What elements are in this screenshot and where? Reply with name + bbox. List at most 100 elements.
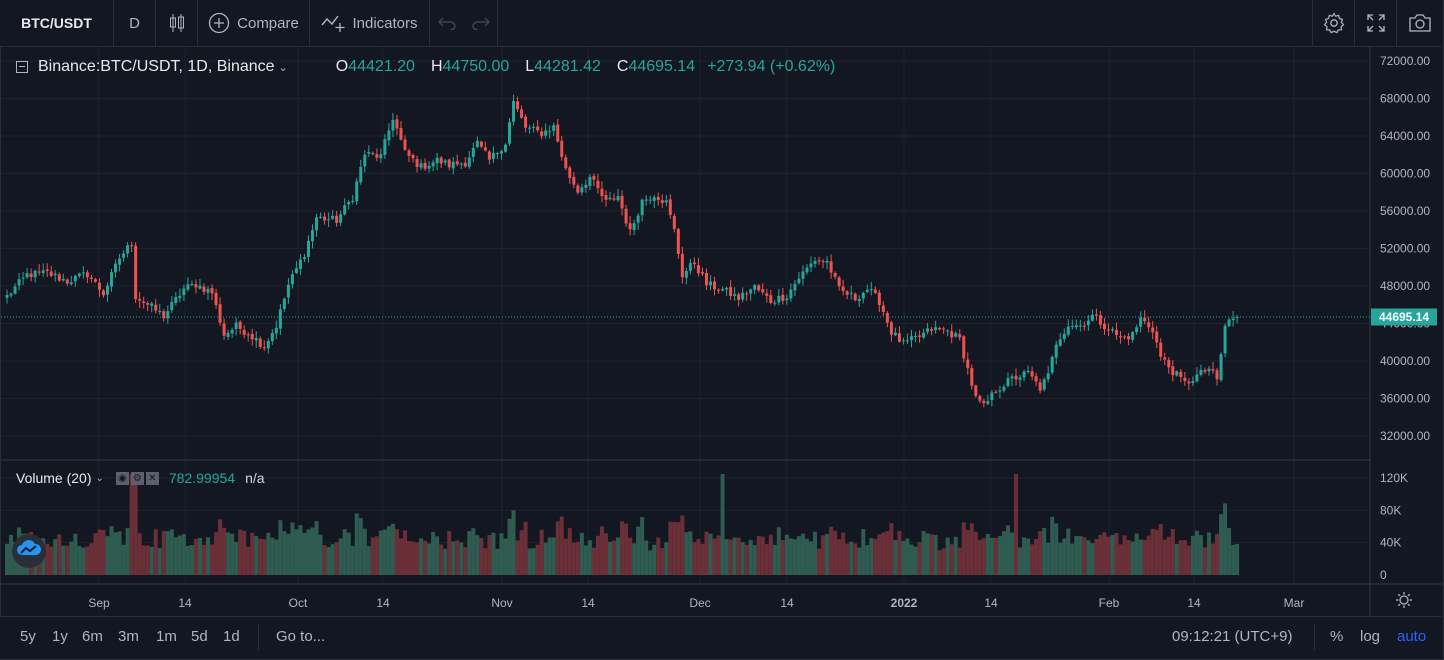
range-1m[interactable]: 1m xyxy=(156,628,177,645)
volume-legend: Volume (20) ⌄ ◉ ⚙ ✕ 782.99954 n/a xyxy=(16,469,265,487)
volume-bar xyxy=(780,540,785,575)
candle xyxy=(302,253,306,262)
candle-body xyxy=(1207,368,1211,372)
candle-body xyxy=(765,293,769,296)
redo-button[interactable] xyxy=(464,0,498,46)
volume-bar xyxy=(411,541,416,575)
candle-body xyxy=(974,385,978,396)
candle-body xyxy=(1062,333,1066,339)
volume-bar xyxy=(985,533,990,575)
settings-button[interactable] xyxy=(1312,0,1354,46)
volume-bar xyxy=(254,535,259,575)
candle xyxy=(467,151,471,169)
volume-bar xyxy=(555,521,560,575)
volume-bar xyxy=(173,537,178,575)
volume-bar xyxy=(949,544,954,575)
gear-icon[interactable]: ⚙ xyxy=(130,471,144,485)
candle xyxy=(1187,378,1191,391)
volume-bar xyxy=(117,531,122,575)
undo-button[interactable] xyxy=(430,0,464,46)
candle xyxy=(1179,368,1183,383)
volume-title[interactable]: Volume (20) xyxy=(16,470,92,486)
candle-body xyxy=(154,304,158,311)
candle xyxy=(765,288,769,303)
chart-canvas[interactable]: 72000.00 68000.00 64000.00 60000.00 56000.00… xyxy=(0,47,1442,616)
volume-bar xyxy=(744,544,749,575)
candle-body xyxy=(323,216,327,221)
candle xyxy=(17,272,21,291)
volume-bar xyxy=(873,538,878,575)
candle xyxy=(1010,373,1014,386)
goto-button[interactable]: Go to... xyxy=(276,628,326,645)
volume-bar xyxy=(776,527,781,575)
chevron-down-icon[interactable]: ⌄ xyxy=(278,61,288,74)
series-title[interactable]: Binance:BTC/USDT, 1D, Binance xyxy=(38,58,275,75)
volume-bar xyxy=(587,540,592,575)
percent-scale-toggle[interactable]: % xyxy=(1330,628,1344,645)
volume-bar xyxy=(1010,532,1014,575)
volume-bar xyxy=(937,550,942,575)
candle xyxy=(53,270,57,282)
candle-body xyxy=(9,293,13,296)
range-1d[interactable]: 1d xyxy=(223,628,240,645)
candle-body xyxy=(315,217,319,231)
candle-body xyxy=(544,130,548,136)
range-3m[interactable]: 3m xyxy=(118,628,139,645)
range-1y[interactable]: 1y xyxy=(52,628,68,645)
chevron-down-icon[interactable]: ⌄ xyxy=(95,472,104,484)
volume-bar xyxy=(1114,532,1119,575)
volume-bar xyxy=(881,532,886,575)
candle xyxy=(226,329,230,340)
candle-body xyxy=(632,223,636,231)
candle-body xyxy=(640,199,644,216)
symbol-label: BTC/USDT xyxy=(21,15,92,31)
fullscreen-button[interactable] xyxy=(1354,0,1396,46)
candle-body xyxy=(170,301,174,311)
candle-body xyxy=(1050,356,1054,373)
candle-body xyxy=(21,277,25,279)
eye-icon[interactable]: ◉ xyxy=(115,471,129,485)
candle xyxy=(339,210,343,227)
range-6m[interactable]: 6m xyxy=(82,628,103,645)
candle-body xyxy=(174,296,178,303)
volume-bar xyxy=(676,522,681,575)
range-5d[interactable]: 5d xyxy=(191,628,208,645)
screenshot-button[interactable] xyxy=(1396,0,1442,46)
indicators-button[interactable]: Indicators xyxy=(310,0,430,46)
candle-body xyxy=(367,151,371,154)
candle xyxy=(1006,372,1010,388)
range-5y[interactable]: 5y xyxy=(20,628,36,645)
candle-body xyxy=(343,205,347,215)
candle-body xyxy=(942,328,946,330)
close-icon[interactable]: ✕ xyxy=(145,471,159,485)
volume-bar xyxy=(821,535,826,575)
volume-bar xyxy=(1042,527,1047,575)
candle-body xyxy=(166,311,170,319)
candle xyxy=(628,215,632,236)
volume-bar xyxy=(85,546,90,575)
compare-button[interactable]: Compare xyxy=(198,0,310,46)
volume-bar xyxy=(153,529,158,575)
chart-type-button[interactable] xyxy=(156,0,198,46)
symbol-search-button[interactable]: BTC/USDT xyxy=(0,0,114,46)
volume-bar xyxy=(1211,543,1215,575)
volume-bar xyxy=(350,546,355,575)
volume-bar xyxy=(889,523,894,575)
log-scale-toggle[interactable]: log xyxy=(1360,628,1381,645)
auto-scale-toggle[interactable]: auto xyxy=(1397,628,1427,645)
volume-bar xyxy=(1198,535,1203,575)
volume-bar xyxy=(620,521,625,575)
volume-bar xyxy=(616,537,621,575)
volume-bar xyxy=(825,534,830,575)
price-candles xyxy=(5,94,1239,408)
collapse-legend-icon[interactable] xyxy=(16,61,28,73)
tradingview-logo[interactable] xyxy=(12,534,46,568)
timezone-clock[interactable]: 09:12:21 (UTC+9) xyxy=(1172,628,1293,645)
volume-bar xyxy=(800,533,805,575)
candle-body xyxy=(286,284,290,298)
candle xyxy=(1054,340,1058,365)
candle-body xyxy=(954,333,958,337)
interval-button[interactable]: D xyxy=(114,0,156,46)
candle xyxy=(1070,319,1074,330)
candle-body xyxy=(893,332,897,336)
